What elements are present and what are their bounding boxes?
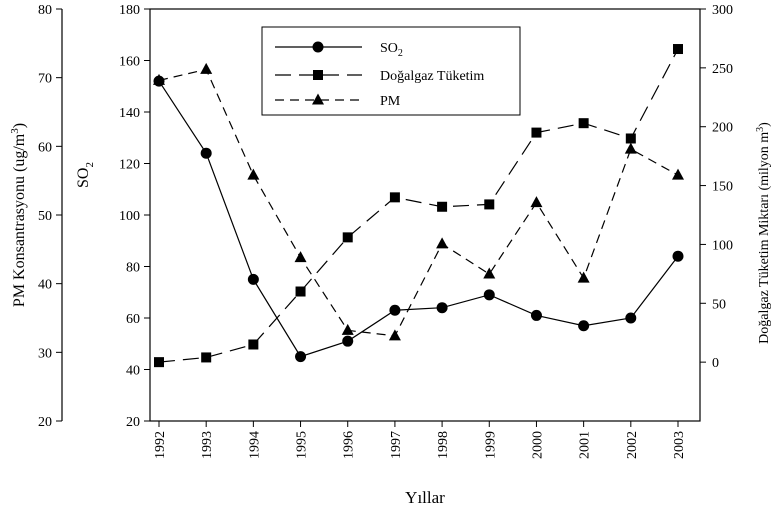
data-point [578,118,589,129]
x-tick-label: 2001 [578,431,593,459]
data-point [388,329,401,341]
data-point [294,251,307,263]
x-tick-label: 1993 [200,431,215,459]
legend-label: PM [380,94,401,109]
data-point [153,73,165,85]
data-point [531,127,542,138]
data-point [342,232,353,243]
legend-label: SO2 [380,41,403,59]
data-point [295,286,306,297]
so2-tick-label: 160 [119,55,140,70]
pm-tick-label: 20 [38,415,52,430]
x-tick-label: 1997 [389,431,404,459]
so2-tick-label: 40 [126,364,140,379]
so2-tick-label: 100 [119,209,140,224]
data-point [389,304,401,316]
gas-tick-label: 150 [712,180,733,195]
data-point [530,309,542,321]
pm-tick-label: 50 [38,209,52,224]
pm-tick-label: 30 [38,346,52,361]
series-line [158,68,679,337]
x-tick-label: 1998 [436,431,451,459]
data-point [673,44,683,55]
x-tick-label: 2000 [530,431,545,459]
data-point [483,289,495,301]
axes: 20 30 40 50 60 70 80 20 40 60 80 100 120 140 160 180 0 50… [9,3,772,507]
data-point [247,273,259,285]
data-point [483,267,496,279]
data-point [248,339,259,350]
data-point [341,323,354,335]
legend-marker [312,41,324,53]
data-point [624,142,637,154]
data-point [578,320,590,332]
legend-label: Doğalgaz Tüketim [380,69,484,84]
data-point [484,199,495,210]
pm-tick-label: 70 [38,72,52,87]
so2-axis-title: SO2 [75,162,96,188]
legend-marker [313,70,323,80]
gas-tick-label: 0 [712,356,719,371]
pm-tick-label: 60 [38,140,52,155]
legend-marker [312,93,324,105]
so2-tick-label: 60 [126,312,140,327]
data-point [200,62,213,74]
data-point [436,302,448,314]
gas-tick-label: 250 [712,62,733,77]
data-point [437,201,448,212]
x-axis-title: Yıllar [405,488,445,507]
x-tick-label: 1992 [153,431,168,459]
x-tick-label: 2003 [672,431,687,459]
series-2 [153,62,684,341]
data-point [389,192,400,203]
so2-tick-label: 120 [119,158,140,173]
gas-axis-title: Doğalgaz Tüketim Miktarı (milyon m3) [755,122,772,344]
data-point [201,352,212,363]
pm-tick-label: 80 [38,3,52,18]
data-point [625,133,636,144]
gas-tick-label: 100 [712,238,733,253]
data-point [247,168,260,180]
series-1 [154,44,683,368]
so2-tick-label: 180 [119,3,140,18]
data-point [530,196,543,208]
so2-tick-label: 20 [126,415,140,430]
data-point [672,250,684,262]
legend: SO2 Doğalgaz Tüketim PM [261,26,521,116]
data-point [625,312,637,324]
pm-axis-title: PM Konsantrasyonu (ug/m3) [9,123,28,307]
data-point [577,271,590,283]
data-point [200,147,212,159]
pm-tick-label: 40 [38,278,52,293]
x-tick-label: 1996 [342,431,357,459]
series-0 [153,75,684,363]
series-line [158,48,679,363]
so2-tick-label: 140 [119,106,140,121]
so2-tick-label: 80 [126,261,140,276]
series-layer [153,44,684,368]
x-tick-label: 1994 [247,431,262,459]
data-point [672,168,684,180]
gas-tick-label: 300 [712,3,733,18]
data-point [154,357,164,368]
data-point [436,237,449,249]
data-point [342,335,354,347]
series-line [158,80,679,358]
x-tick-label: 1995 [295,431,310,459]
x-tick-label: 1999 [483,431,498,459]
data-point [295,351,307,363]
x-tick-label: 2002 [625,431,640,459]
gas-tick-label: 50 [712,297,726,312]
gas-tick-label: 200 [712,121,733,136]
